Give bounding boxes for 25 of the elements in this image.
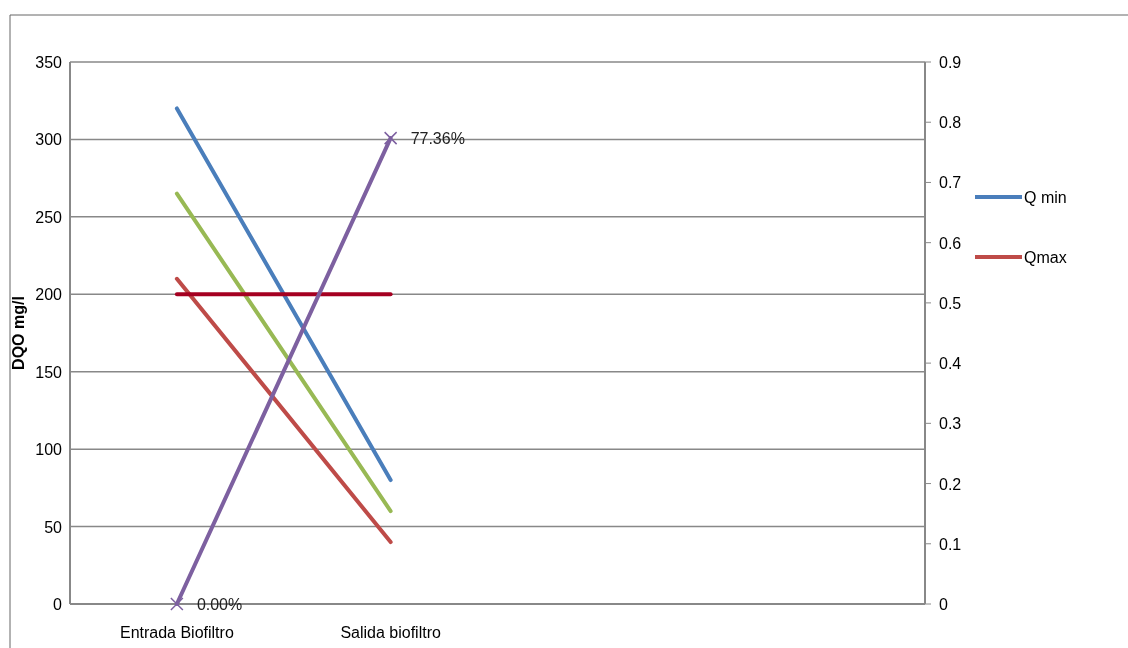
y-axis-title: DQO mg/l [10, 296, 27, 370]
y-tick-label: 200 [35, 286, 63, 304]
y-tick-label: 350 [35, 54, 63, 71]
legend-label: Q min [1024, 189, 1067, 206]
y-tick-label: 50 [44, 518, 63, 536]
legend-label: Qmax [1024, 249, 1067, 266]
x-tick-label: Salida biofiltro [340, 624, 441, 641]
data-label: 0.00% [196, 596, 243, 613]
y2-tick-label: 0.9 [939, 54, 962, 71]
y-tick-label: 150 [35, 363, 63, 381]
y-tick-label: 100 [35, 441, 63, 459]
y2-tick-label: 0.1 [939, 535, 962, 553]
y2-tick-label: 0.3 [939, 415, 962, 433]
y2-tick-label: 0.4 [939, 355, 962, 373]
y2-tick-label: 0.2 [939, 475, 962, 493]
y2-tick-label: 0.8 [939, 114, 962, 132]
y-tick-label: 0 [53, 596, 63, 613]
y2-tick-label: 0.5 [939, 294, 962, 312]
y-tick-label: 300 [35, 131, 63, 149]
data-label: 77.36% [410, 130, 465, 148]
y-tick-label: 250 [35, 208, 63, 226]
y2-tick-label: 0.7 [939, 174, 962, 192]
x-tick-label: Entrada Biofiltro [119, 624, 234, 641]
y2-tick-label: 0 [939, 596, 948, 613]
y2-tick-label: 0.6 [939, 234, 962, 252]
